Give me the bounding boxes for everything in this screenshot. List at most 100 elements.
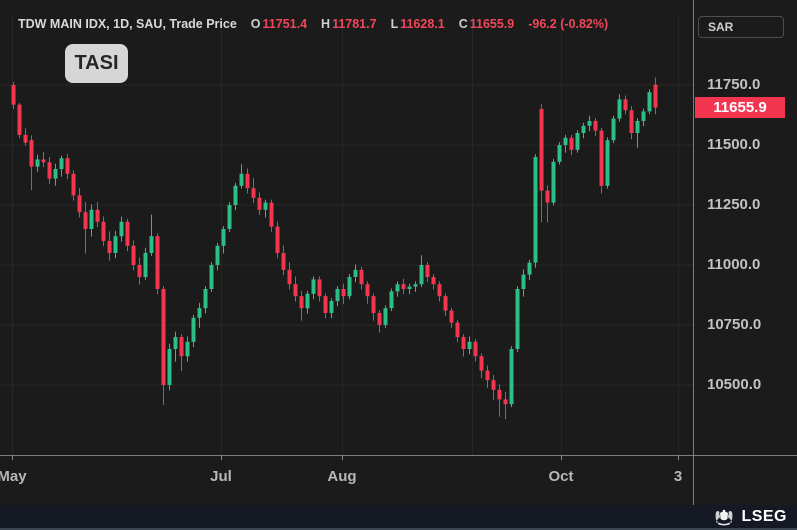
candle-body <box>587 121 592 126</box>
candle-body <box>455 322 460 337</box>
candle-body <box>545 190 550 203</box>
candle-body <box>527 262 532 275</box>
candle-body <box>269 202 274 227</box>
candle-body <box>125 221 130 246</box>
candle-body <box>575 133 580 150</box>
candle-body <box>197 308 202 318</box>
candle-body <box>377 313 382 325</box>
candle-body <box>431 277 436 285</box>
close-field: C 11655.9 <box>459 17 515 31</box>
candle-body <box>551 161 556 203</box>
net-change: -96.2 (-0.82%) <box>528 17 609 31</box>
candle-body <box>131 245 136 265</box>
candle-body <box>593 121 598 131</box>
candle-body <box>611 118 616 141</box>
open-value: 11751.4 <box>262 17 308 31</box>
candle-body <box>467 341 472 349</box>
candle-body <box>17 104 22 135</box>
candle-body <box>341 289 346 297</box>
candle-body <box>137 265 142 277</box>
candle-body <box>95 209 100 222</box>
candle-body <box>281 253 286 270</box>
candle-body <box>647 92 652 112</box>
candle-body <box>623 99 628 111</box>
candle-body <box>83 212 88 229</box>
time-tick-label: Aug <box>327 468 357 485</box>
candle-body <box>605 140 610 186</box>
candle-body <box>413 284 418 287</box>
time-tick-label: May <box>0 468 27 485</box>
candle-body <box>203 289 208 309</box>
candle-body <box>443 296 448 311</box>
candle-body <box>209 265 214 289</box>
candle-body <box>539 109 544 191</box>
candle-body <box>263 202 268 210</box>
candle-body <box>485 370 490 381</box>
candlestick-chart[interactable] <box>0 0 694 455</box>
candle-body <box>35 159 40 167</box>
price-tick-label: 10750.0 <box>707 316 762 333</box>
candle-body <box>215 245 220 265</box>
time-axis[interactable]: May Jul Aug Oct 3 <box>0 456 694 505</box>
candle-body <box>629 110 634 133</box>
currency-button[interactable]: SAR <box>698 16 784 38</box>
candle-body <box>11 85 16 105</box>
candle-body <box>365 284 370 297</box>
instrument-flag-badge[interactable]: TASI <box>65 44 128 83</box>
candle-body <box>251 188 256 198</box>
candle-body <box>311 279 316 294</box>
candle-body <box>389 291 394 309</box>
candle-body <box>641 111 646 121</box>
price-axis[interactable]: SAR 11655.9 11750.0 11500.0 11250.0 11000.0… <box>695 0 797 455</box>
candle-body <box>107 241 112 253</box>
candle-body <box>287 269 292 285</box>
high-label: H <box>321 17 331 31</box>
lseg-brand: LSEG <box>713 507 787 527</box>
close-value: 11655.9 <box>469 17 515 31</box>
low-field: L 11628.1 <box>391 17 445 31</box>
time-tick <box>12 456 13 460</box>
price-tick-label: 11250.0 <box>707 196 761 213</box>
candle-body <box>53 169 58 179</box>
candle-body <box>557 145 562 162</box>
candle-body <box>347 277 352 297</box>
candle-body <box>143 253 148 277</box>
candle-body <box>65 158 70 174</box>
candle-body <box>323 296 328 313</box>
candle-body <box>521 274 526 289</box>
price-tick-label: 11500.0 <box>707 136 761 153</box>
candle-body <box>563 137 568 145</box>
candle-body <box>41 159 46 163</box>
candle-body <box>407 286 412 289</box>
candle-body <box>371 296 376 313</box>
candle-body <box>77 195 82 213</box>
price-tick-label: 11000.0 <box>707 256 761 273</box>
time-tick-label: Oct <box>548 468 574 485</box>
candle-body <box>515 289 520 349</box>
candle-body <box>227 205 232 229</box>
candle-body <box>161 289 166 385</box>
candle-body <box>305 293 310 309</box>
candle-body <box>71 173 76 196</box>
candle-body <box>299 296 304 309</box>
candle-body <box>185 341 190 357</box>
axis-vertical-separator <box>693 0 694 505</box>
candle-body <box>119 221 124 237</box>
candle-body <box>581 125 586 133</box>
time-tick <box>342 456 343 460</box>
candle-body <box>533 157 538 263</box>
candle-body <box>23 134 28 143</box>
candle-body <box>29 140 34 167</box>
candle-body <box>245 173 250 189</box>
open-field: O 11751.4 <box>251 17 307 31</box>
candle-body <box>275 226 280 253</box>
candle-body <box>191 317 196 342</box>
candle-body <box>257 197 262 210</box>
candle-body <box>497 389 502 400</box>
candle-body <box>419 265 424 285</box>
candle-body <box>167 349 172 385</box>
close-label: C <box>458 17 468 31</box>
candle-body <box>359 269 364 285</box>
candle-body <box>47 162 52 179</box>
candle-body <box>89 209 94 229</box>
